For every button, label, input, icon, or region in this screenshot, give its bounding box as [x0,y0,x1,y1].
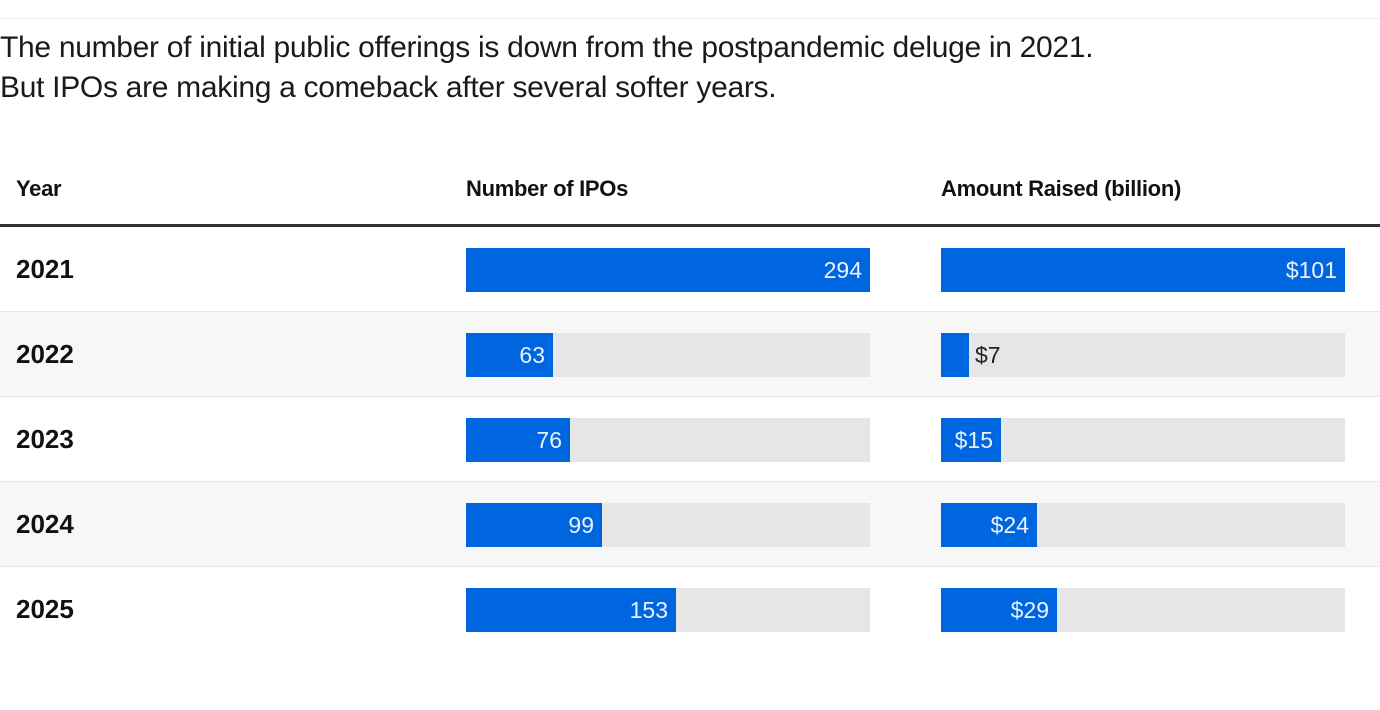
ipos-bar-track: 63 [466,333,870,377]
ipos-bar [466,503,602,547]
amount-bar-track: $29 [941,588,1345,632]
amount-bar-track: $24 [941,503,1345,547]
ipos-bar [466,248,870,292]
amount-bar [941,333,969,377]
amount-value-label: $15 [954,427,993,453]
table-row: 2022 63 $7 [0,312,1380,397]
table-row: 2025 153 $29 [0,567,1380,651]
table-body: 2021 294 $101 2022 63 $7 2023 76 $15 2024 99 $24 202… [0,227,1380,651]
ipos-bar-track: 153 [466,588,870,632]
ipos-bar [466,333,553,377]
amount-bar [941,503,1037,547]
amount-value-label: $24 [990,512,1029,538]
subtitle-line-1: The number of initial public offerings i… [0,31,1094,64]
year-label: 2022 [16,339,74,369]
amount-bar [941,588,1057,632]
year-label: 2025 [16,594,74,624]
amount-bar-track: $101 [941,248,1345,292]
ipos-bar-track: 294 [466,248,870,292]
table-row: 2024 99 $24 [0,482,1380,567]
amount-value-label: $101 [1285,257,1337,283]
ipos-value-label: 99 [568,512,594,538]
amount-bar-track: $7 [941,333,1345,377]
ipos-bar [466,418,570,462]
ipos-value-label: 294 [823,257,862,283]
amount-value-label: $7 [975,342,1001,368]
ipos-value-label: 63 [519,342,545,368]
amount-bar [941,418,1001,462]
table-row: 2021 294 $101 [0,227,1380,312]
ipos-bar [466,588,676,632]
column-header-ipos: Number of IPOs [466,176,629,201]
ipos-bar-track: 99 [466,503,870,547]
subtitle-line-2: But IPOs are making a comeback after sev… [0,71,777,104]
ipos-value-label: 76 [536,427,562,453]
year-label: 2024 [16,509,74,539]
ipos-value-label: 153 [629,597,668,623]
amount-value-label: $29 [1010,597,1049,623]
top-divider [0,18,1380,19]
ipos-bar-track: 76 [466,418,870,462]
year-label: 2023 [16,424,74,454]
table-row: 2023 76 $15 [0,397,1380,482]
header-divider [0,224,1380,227]
column-header-year: Year [16,176,62,201]
column-header-amount: Amount Raised (billion) [941,176,1181,201]
chart-subtitle: The number of initial public offerings i… [0,28,1380,108]
amount-bar-track: $15 [941,418,1345,462]
year-label: 2021 [16,254,74,284]
amount-bar [941,248,1345,292]
